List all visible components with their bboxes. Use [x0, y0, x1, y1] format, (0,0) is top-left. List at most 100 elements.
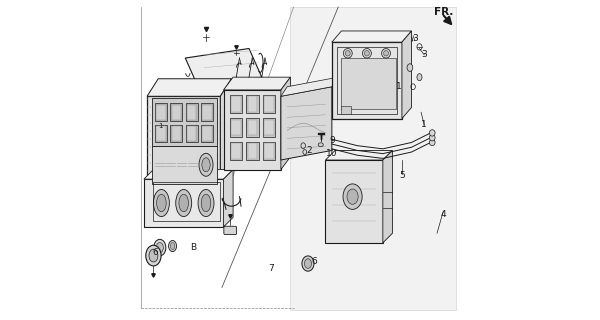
Ellipse shape [430, 130, 435, 136]
Ellipse shape [202, 158, 210, 172]
Bar [155, 125, 167, 142]
Ellipse shape [157, 194, 166, 212]
Bar [231, 143, 241, 159]
Ellipse shape [362, 49, 371, 58]
Ellipse shape [170, 243, 175, 250]
Polygon shape [185, 49, 262, 87]
Ellipse shape [176, 189, 191, 217]
Ellipse shape [302, 256, 314, 271]
Ellipse shape [430, 134, 435, 141]
Bar [263, 118, 275, 137]
Polygon shape [220, 79, 232, 186]
Ellipse shape [146, 245, 161, 266]
Text: 9: 9 [329, 136, 335, 145]
Bar [231, 120, 241, 135]
Polygon shape [147, 79, 232, 96]
Text: 1: 1 [158, 123, 163, 129]
Text: 6: 6 [311, 258, 317, 267]
Bar [201, 103, 213, 121]
Bar [157, 126, 166, 141]
Text: 3: 3 [412, 35, 418, 44]
Polygon shape [144, 170, 233, 179]
Ellipse shape [201, 194, 211, 212]
Polygon shape [152, 146, 217, 184]
Text: 5: 5 [399, 172, 405, 180]
Polygon shape [332, 42, 402, 119]
Bar [202, 105, 212, 120]
Bar [170, 103, 182, 121]
FancyBboxPatch shape [224, 226, 236, 235]
Polygon shape [281, 77, 290, 170]
Bar [265, 120, 274, 135]
Polygon shape [332, 31, 412, 42]
Ellipse shape [304, 259, 311, 268]
Bar [230, 95, 242, 114]
Bar [263, 141, 275, 160]
Bar [172, 126, 181, 141]
Polygon shape [341, 58, 395, 109]
Polygon shape [152, 98, 217, 146]
Text: 1: 1 [421, 120, 427, 130]
Polygon shape [325, 160, 383, 243]
Bar [185, 125, 198, 142]
Ellipse shape [343, 184, 362, 209]
Ellipse shape [154, 239, 166, 256]
Bar [187, 105, 196, 120]
Bar [230, 141, 242, 160]
Ellipse shape [154, 189, 169, 217]
Text: 3: 3 [421, 50, 427, 59]
Bar [187, 126, 196, 141]
Bar [247, 118, 259, 137]
Polygon shape [281, 77, 338, 96]
Ellipse shape [199, 153, 213, 176]
Polygon shape [402, 31, 412, 119]
Polygon shape [341, 106, 351, 114]
Polygon shape [224, 90, 281, 170]
Text: FR.: FR. [434, 7, 454, 17]
Polygon shape [147, 96, 220, 186]
Bar [170, 125, 182, 142]
Text: 7: 7 [268, 264, 274, 273]
Ellipse shape [365, 51, 369, 56]
Text: 6: 6 [152, 248, 158, 257]
Bar [201, 125, 213, 142]
Ellipse shape [383, 51, 388, 56]
Ellipse shape [417, 74, 422, 81]
Bar [231, 96, 241, 112]
Text: B: B [190, 243, 196, 252]
Bar [265, 96, 274, 112]
Text: 2: 2 [307, 146, 313, 155]
Ellipse shape [318, 143, 323, 147]
Bar [202, 126, 212, 141]
Bar [247, 95, 259, 114]
Polygon shape [281, 87, 332, 160]
Bar [247, 141, 259, 160]
Bar [157, 105, 166, 120]
Ellipse shape [382, 49, 391, 58]
Bar [155, 103, 167, 121]
Text: 10: 10 [326, 149, 338, 158]
Polygon shape [144, 179, 224, 227]
Bar [265, 143, 274, 159]
Bar [263, 95, 275, 114]
Bar [185, 103, 198, 121]
Ellipse shape [407, 64, 413, 71]
Ellipse shape [169, 240, 176, 252]
Text: 1: 1 [396, 82, 401, 91]
Ellipse shape [346, 51, 350, 56]
Ellipse shape [157, 243, 163, 253]
Ellipse shape [430, 139, 435, 146]
Ellipse shape [343, 49, 352, 58]
Ellipse shape [347, 189, 358, 204]
Polygon shape [224, 170, 233, 227]
Bar [248, 120, 257, 135]
Bar [172, 105, 181, 120]
Polygon shape [325, 150, 392, 160]
Bar [248, 143, 257, 159]
Ellipse shape [149, 249, 158, 262]
Ellipse shape [179, 194, 188, 212]
Ellipse shape [198, 189, 214, 217]
Polygon shape [290, 7, 456, 310]
Polygon shape [383, 150, 392, 243]
Bar [248, 96, 257, 112]
